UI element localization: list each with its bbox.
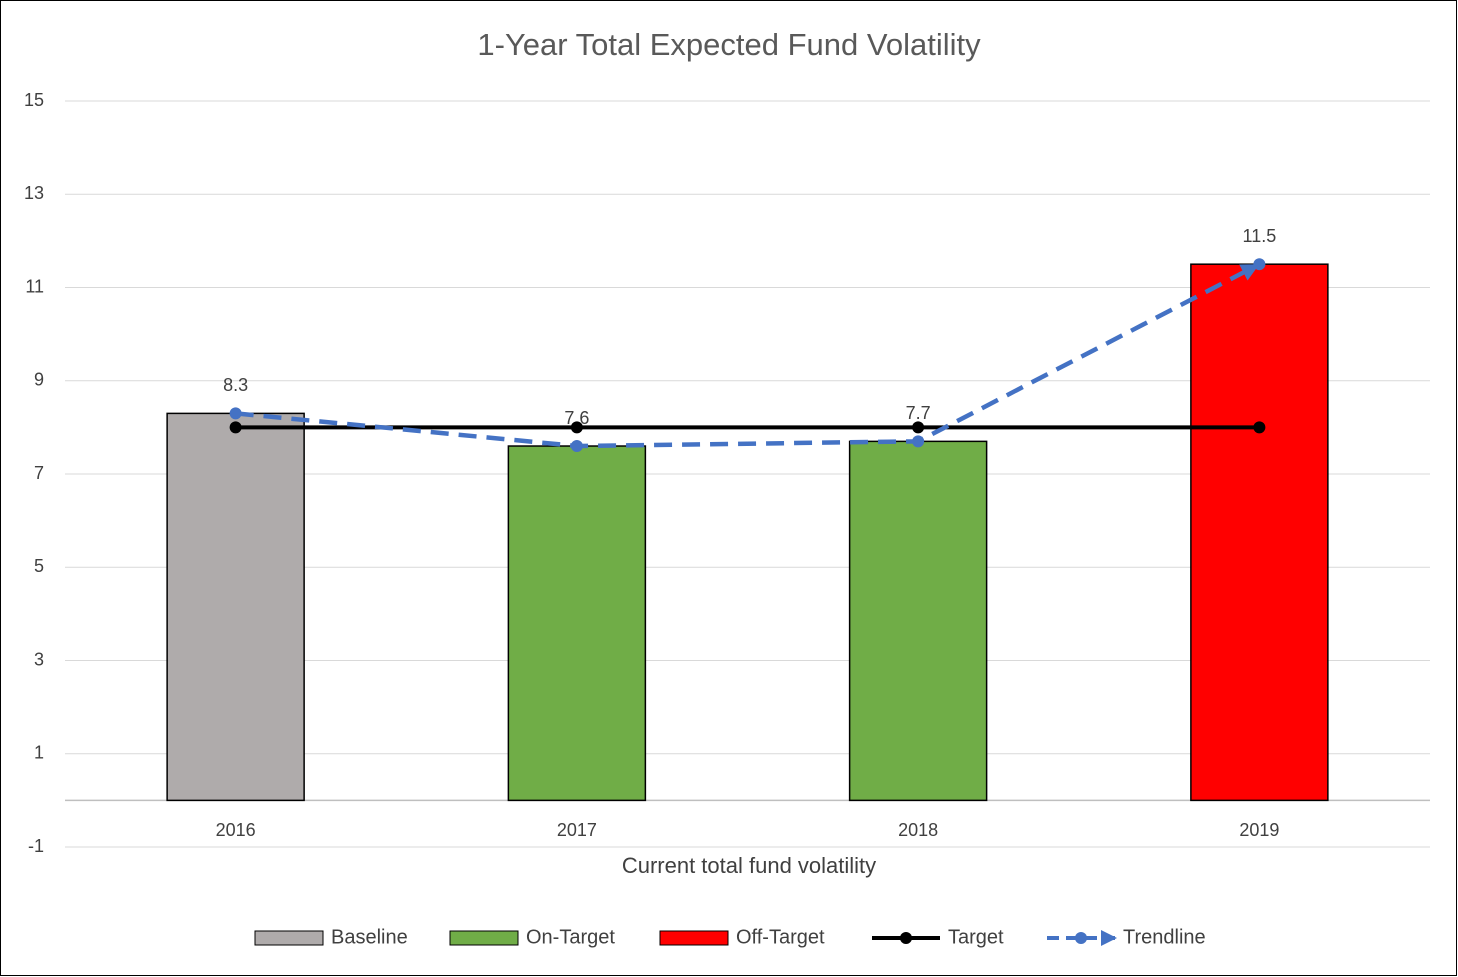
line-arrow xyxy=(1239,264,1260,281)
line-marker xyxy=(229,421,242,434)
data-label: 7.7 xyxy=(906,403,931,423)
line xyxy=(235,262,1261,449)
y-tick-label: 1 xyxy=(34,743,44,763)
legend-swatch xyxy=(659,930,729,946)
y-tick-label: 7 xyxy=(34,463,44,483)
data-label: 11.5 xyxy=(1243,226,1277,246)
y-tick-label: 11 xyxy=(25,276,44,296)
legend-label: Target xyxy=(948,926,1004,948)
line-marker xyxy=(912,435,925,448)
x-tick-label: 2018 xyxy=(898,820,938,840)
line-marker xyxy=(570,421,583,434)
y-tick-label: 3 xyxy=(34,649,44,669)
legend-label: Trendline xyxy=(1123,926,1206,948)
legend-label: Baseline xyxy=(331,926,408,948)
legend-marker xyxy=(900,932,912,944)
legend-swatch xyxy=(254,930,324,946)
data-label: 7.6 xyxy=(564,408,589,428)
legend-swatch xyxy=(449,930,519,946)
y-tick-label: -1 xyxy=(28,836,44,856)
x-tick-label: 2017 xyxy=(557,820,597,840)
legend-label: On-Target xyxy=(526,926,615,948)
line-marker xyxy=(1253,421,1266,434)
x-tick-label: 2019 xyxy=(1239,820,1279,840)
legend-marker xyxy=(1075,932,1087,944)
line-marker xyxy=(570,440,583,453)
chart-title: 1-Year Total Expected Fund Volatility xyxy=(477,27,981,62)
y-tick-label: 13 xyxy=(24,183,44,203)
y-tick-label: 5 xyxy=(34,556,44,576)
bar xyxy=(507,445,647,802)
bar xyxy=(848,440,988,802)
bar xyxy=(1190,263,1329,802)
line-marker xyxy=(229,407,242,420)
x-tick-label: 2016 xyxy=(216,820,256,840)
y-tick-label: 9 xyxy=(34,370,44,390)
data-label: 8.3 xyxy=(223,375,248,395)
bar xyxy=(166,412,305,802)
legend-arrow xyxy=(1101,930,1117,946)
legend-label: Off-Target xyxy=(736,926,825,948)
x-axis-label: Current total fund volatility xyxy=(622,853,876,878)
y-tick-label: 15 xyxy=(24,90,44,110)
line-marker xyxy=(912,421,925,434)
